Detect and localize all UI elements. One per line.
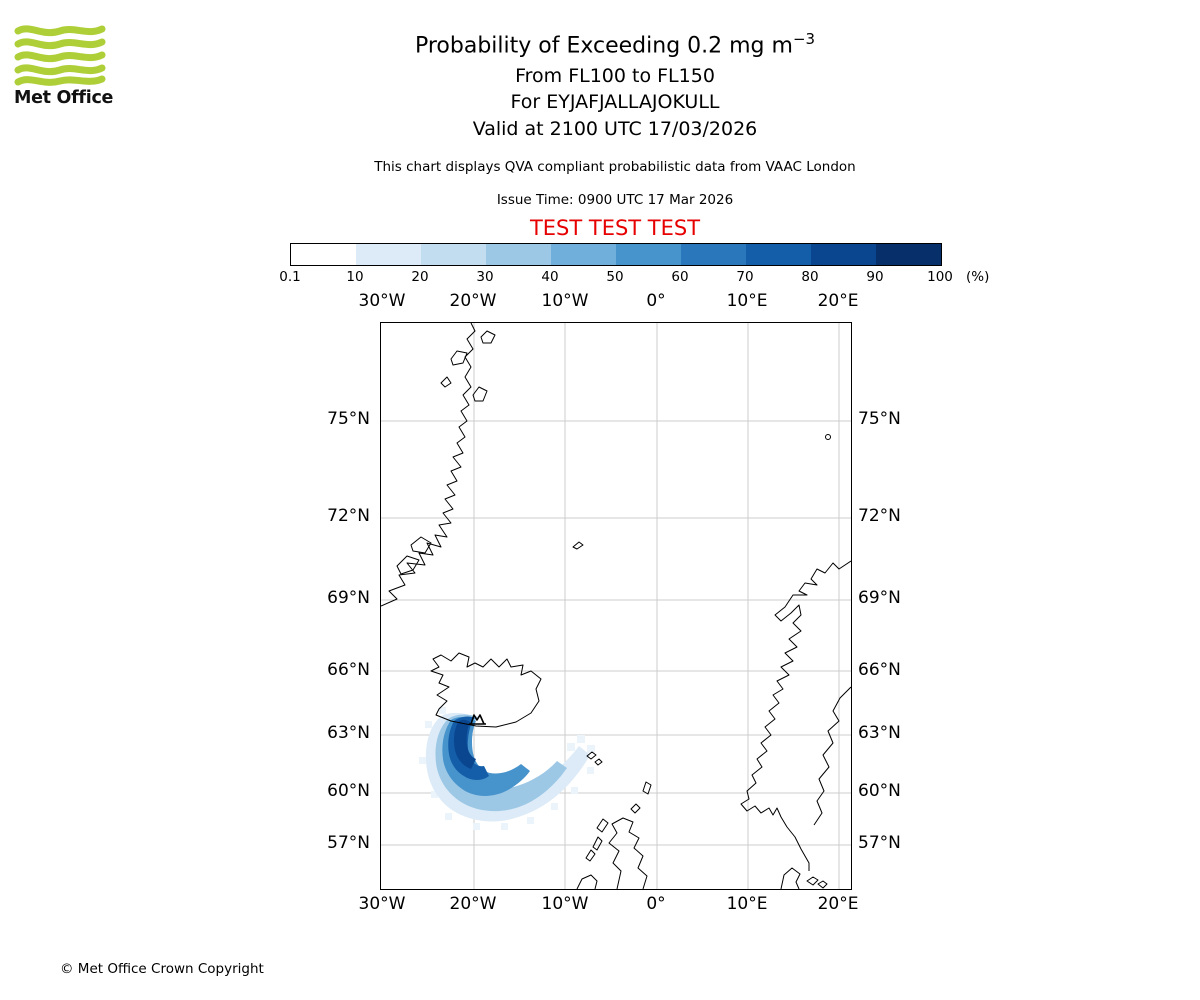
lat-label-left: 63°N	[327, 723, 370, 743]
colorbar-segment	[681, 244, 746, 265]
map-frame	[380, 322, 852, 890]
met-office-logo-text: Met Office	[14, 88, 114, 108]
lon-label-top: 30°W	[358, 291, 406, 311]
lon-label-bottom: 0°	[646, 894, 666, 914]
lon-label-top: 20°W	[449, 291, 497, 311]
title-superscript: −3	[792, 30, 815, 48]
ash-plume-speckles	[419, 707, 595, 830]
lon-label-bottom: 10°E	[726, 894, 768, 914]
coastlines	[380, 322, 852, 890]
colorbar-tick: 40	[541, 269, 559, 285]
coastline-baltic	[813, 686, 852, 826]
title-main: Probability of Exceeding 0.2 mg m	[414, 33, 793, 59]
colorbar-tick: 70	[736, 269, 754, 285]
lat-label-left: 69°N	[327, 588, 370, 608]
coastline-denmark	[780, 867, 828, 890]
colorbar-tick: 90	[866, 269, 884, 285]
ash-plume-layer-90pct	[454, 719, 476, 769]
lon-label-bottom: 30°W	[358, 894, 406, 914]
island-bear-island	[825, 434, 831, 440]
logo-wave	[14, 38, 106, 50]
graticule-grid	[381, 323, 851, 889]
colorbar-ticks: 0.1 10 20 30 40 50 60 70 80 90 100	[279, 269, 953, 286]
test-banner: TEST TEST TEST	[529, 216, 701, 240]
chart-description: This chart displays QVA compliant probab…	[374, 159, 856, 175]
colorbar-segment	[421, 244, 486, 265]
lat-label-right: 57°N	[858, 833, 901, 853]
subtitle-flight-levels: From FL100 to FL150	[515, 65, 715, 87]
subtitle-valid-time: Valid at 2100 UTC 17/03/2026	[472, 118, 758, 140]
lat-label-left: 60°N	[327, 781, 370, 801]
colorbar-tick: 80	[801, 269, 819, 285]
coastline-greenland	[380, 322, 476, 607]
colorbar-segment	[291, 244, 356, 265]
colorbar-tick: 60	[671, 269, 689, 285]
colorbar-segment	[876, 244, 941, 265]
lat-label-left: 66°N	[327, 660, 370, 680]
colorbar-segment	[811, 244, 876, 265]
colorbar-segment	[746, 244, 811, 265]
colorbar-segment	[356, 244, 421, 265]
lat-label-left: 75°N	[327, 409, 370, 429]
lat-label-right: 72°N	[858, 506, 901, 526]
colorbar-tick: 30	[476, 269, 494, 285]
volcano-marker-icon	[469, 714, 486, 725]
lon-label-top: 10°E	[726, 291, 768, 311]
colorbar-segment	[486, 244, 551, 265]
probability-colorbar	[290, 243, 942, 266]
logo-wave	[14, 75, 106, 86]
islands-hebrides	[585, 818, 609, 862]
coastline-greenland-fjordland	[396, 536, 432, 575]
colorbar-segment	[616, 244, 681, 265]
lat-label-left: 57°N	[327, 833, 370, 853]
greenland-islands	[440, 330, 496, 402]
islands-orkney-shetland	[630, 781, 652, 814]
colorbar-tick: 10	[346, 269, 364, 285]
lat-label-right: 63°N	[858, 723, 901, 743]
map-canvas	[380, 322, 852, 890]
copyright-notice: © Met Office Crown Copyright	[60, 961, 264, 977]
lon-label-top: 0°	[646, 291, 666, 311]
lon-label-bottom: 20°E	[817, 894, 859, 914]
coastline-scotland	[608, 817, 648, 890]
colorbar-tick: 50	[606, 269, 624, 285]
islands-faroe	[586, 751, 603, 766]
issue-time: Issue Time: 0900 UTC 17 Mar 2026	[496, 192, 734, 208]
lon-label-top: 10°W	[541, 291, 589, 311]
lat-label-left: 72°N	[327, 506, 370, 526]
lon-label-bottom: 20°W	[449, 894, 497, 914]
lon-label-bottom: 10°W	[541, 894, 589, 914]
logo-wave	[14, 51, 106, 63]
colorbar-segment	[551, 244, 616, 265]
lat-label-right: 75°N	[858, 409, 901, 429]
lat-label-right: 69°N	[858, 588, 901, 608]
lat-label-right: 60°N	[858, 781, 901, 801]
logo-wave	[14, 64, 106, 76]
coastline-norway	[740, 560, 852, 871]
coastline-iceland	[430, 652, 542, 728]
colorbar-tick: 20	[411, 269, 429, 285]
logo-wave	[14, 25, 106, 37]
ash-plume	[419, 707, 595, 830]
page-title: Probability of Exceeding 0.2 mg m−3	[15, 30, 1200, 58]
coastline-ireland-edge	[576, 874, 598, 890]
lat-label-right: 66°N	[858, 660, 901, 680]
island-jan-mayen	[572, 541, 584, 550]
lon-label-top: 20°E	[817, 291, 859, 311]
colorbar-tick: 0.1	[279, 269, 301, 285]
subtitle-volcano: For EYJAFJALLAJOKULL	[510, 91, 720, 113]
colorbar-tick: 100	[927, 269, 953, 285]
colorbar-unit: (%)	[966, 269, 990, 285]
met-office-logo-icon	[14, 25, 106, 86]
